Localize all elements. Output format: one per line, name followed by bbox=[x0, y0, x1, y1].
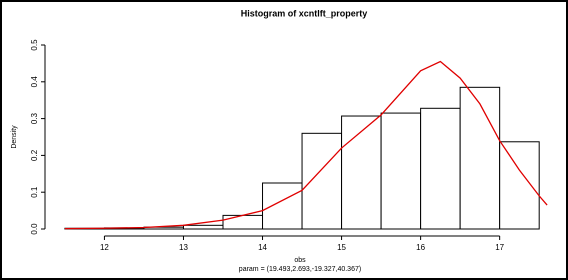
y-tick-label: 0.5 bbox=[30, 39, 39, 51]
x-axis-label: obs bbox=[294, 257, 306, 264]
y-tick-label: 0.4 bbox=[30, 76, 39, 88]
y-tick-label: 0.3 bbox=[30, 112, 39, 124]
bar bbox=[421, 108, 461, 229]
subtitle: param = (19.493,2.693,-19.327,40.367) bbox=[239, 266, 361, 273]
x-tick-label: 15 bbox=[337, 243, 346, 252]
bar bbox=[302, 133, 342, 229]
bar bbox=[500, 142, 540, 229]
bar bbox=[460, 87, 500, 229]
x-tick-label: 16 bbox=[416, 243, 425, 252]
page: Histogram of xcntlft_property obs param … bbox=[0, 0, 568, 280]
x-tick-label: 13 bbox=[179, 243, 188, 252]
y-tick-label: 0.2 bbox=[30, 149, 39, 161]
bar bbox=[263, 183, 303, 229]
chart: Histogram of xcntlft_property obs param … bbox=[0, 0, 568, 280]
bar bbox=[183, 225, 223, 229]
x-tick-label: 17 bbox=[495, 243, 504, 252]
y-tick-label: 0.1 bbox=[30, 186, 39, 198]
bar bbox=[342, 116, 382, 229]
x-tick-label: 14 bbox=[258, 243, 267, 252]
bar bbox=[223, 215, 263, 229]
x-tick-label: 12 bbox=[100, 243, 109, 252]
y-axis-label: Density bbox=[11, 125, 18, 149]
chart-title: Histogram of xcntlft_property bbox=[241, 8, 368, 18]
y-tick-label: 0.0 bbox=[30, 223, 39, 235]
bar bbox=[381, 113, 421, 229]
